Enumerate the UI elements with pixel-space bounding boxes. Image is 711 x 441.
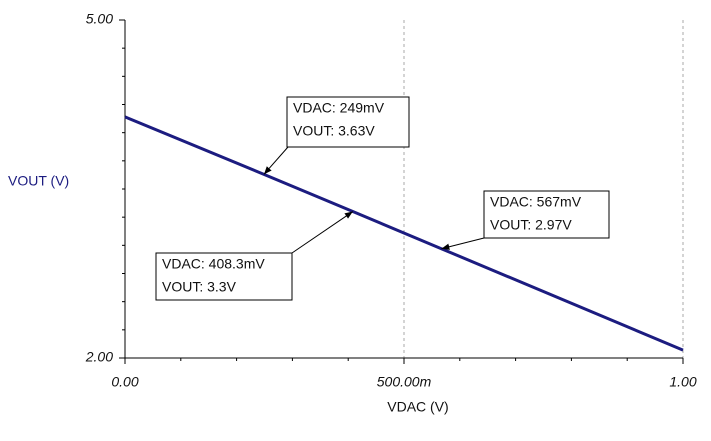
x-axis-label: VDAC (V) (387, 399, 448, 415)
annotation-text: VOUT: 3.3V (162, 279, 237, 295)
y-tick-label: 2.00 (85, 349, 113, 365)
x-tick-label: 0.00 (111, 374, 138, 390)
annotation-box (483, 190, 610, 239)
annotation-text: VDAC: 408.3mV (162, 256, 265, 272)
x-tick-label: 500.00m (377, 374, 432, 390)
annotation-arrow (263, 146, 289, 175)
annotation-box (286, 96, 410, 148)
x-tick-label: 1.00 (669, 374, 696, 390)
annotation-arrow (291, 211, 354, 254)
y-tick-label: 5.00 (86, 11, 113, 27)
annotation-arrow (441, 237, 485, 250)
annotation-text: VDAC: 249mV (293, 100, 385, 116)
y-axis-label: VOUT (V) (8, 173, 69, 189)
annotation-text: VOUT: 3.63V (293, 123, 375, 139)
annotation-text: VDAC: 567mV (490, 194, 582, 210)
annotation-text: VOUT: 2.97V (490, 217, 572, 233)
annotation-box (155, 252, 293, 301)
